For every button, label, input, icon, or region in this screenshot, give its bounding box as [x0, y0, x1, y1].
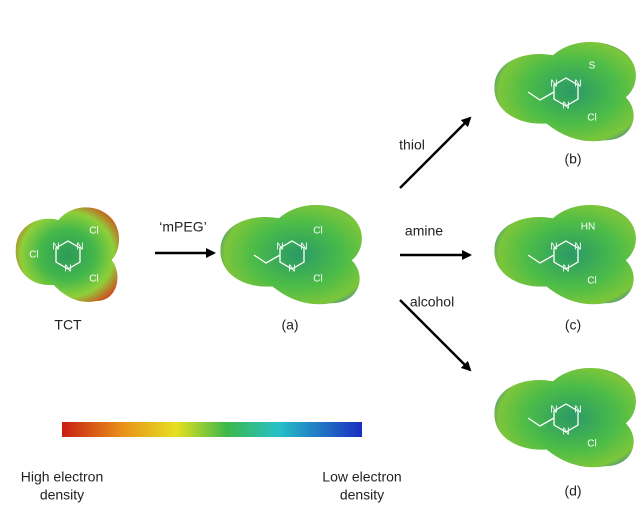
atom-label: N — [574, 405, 581, 416]
atom-label: Cl — [313, 274, 322, 285]
atom-label: N — [300, 242, 307, 253]
potential-surface — [220, 205, 361, 304]
molecule-label: (d) — [564, 483, 581, 499]
low-label: Low electron — [322, 469, 401, 485]
high-label: High electron — [21, 469, 104, 485]
arrow-label: ‘mPEG’ — [159, 219, 206, 235]
atom-label: N — [550, 79, 557, 90]
arrow-label: alcohol — [410, 294, 454, 310]
high-label: density — [40, 487, 84, 503]
atom-label: N — [52, 242, 59, 253]
figure: ‘mPEG’ thiol amine alcohol High electron… — [0, 0, 644, 506]
atom-label: N — [574, 242, 581, 253]
atom-label: Cl — [313, 226, 322, 237]
atom-label: Cl — [587, 439, 596, 450]
molecule-label: (c) — [565, 317, 581, 333]
atom-label: HN — [581, 222, 595, 233]
atom-label: N — [562, 101, 569, 112]
potential-surface — [494, 368, 635, 467]
arrow — [400, 118, 470, 188]
molecule-label: (b) — [564, 151, 581, 167]
atom-label: N — [64, 264, 71, 275]
molecule-label: TCT — [54, 317, 82, 333]
potential-surface — [494, 205, 635, 304]
atom-label: Cl — [29, 250, 38, 261]
atom-label: Cl — [89, 274, 98, 285]
low-label: density — [340, 487, 384, 503]
potential-surface — [494, 42, 635, 141]
color-bar — [62, 422, 362, 437]
atom-label: Cl — [587, 276, 596, 287]
atom-label: Cl — [587, 113, 596, 124]
atom-label: N — [76, 242, 83, 253]
atom-label: N — [562, 264, 569, 275]
arrow-label: amine — [405, 223, 443, 239]
atom-label: N — [562, 427, 569, 438]
arrow-label: thiol — [399, 137, 425, 153]
atom-label: N — [288, 264, 295, 275]
atom-label: N — [550, 405, 557, 416]
atom-label: S — [589, 61, 596, 72]
atom-label: Cl — [89, 226, 98, 237]
atom-label: N — [276, 242, 283, 253]
atom-label: N — [550, 242, 557, 253]
atom-label: N — [574, 79, 581, 90]
molecule-label: (a) — [281, 317, 298, 333]
arrow — [400, 300, 470, 370]
